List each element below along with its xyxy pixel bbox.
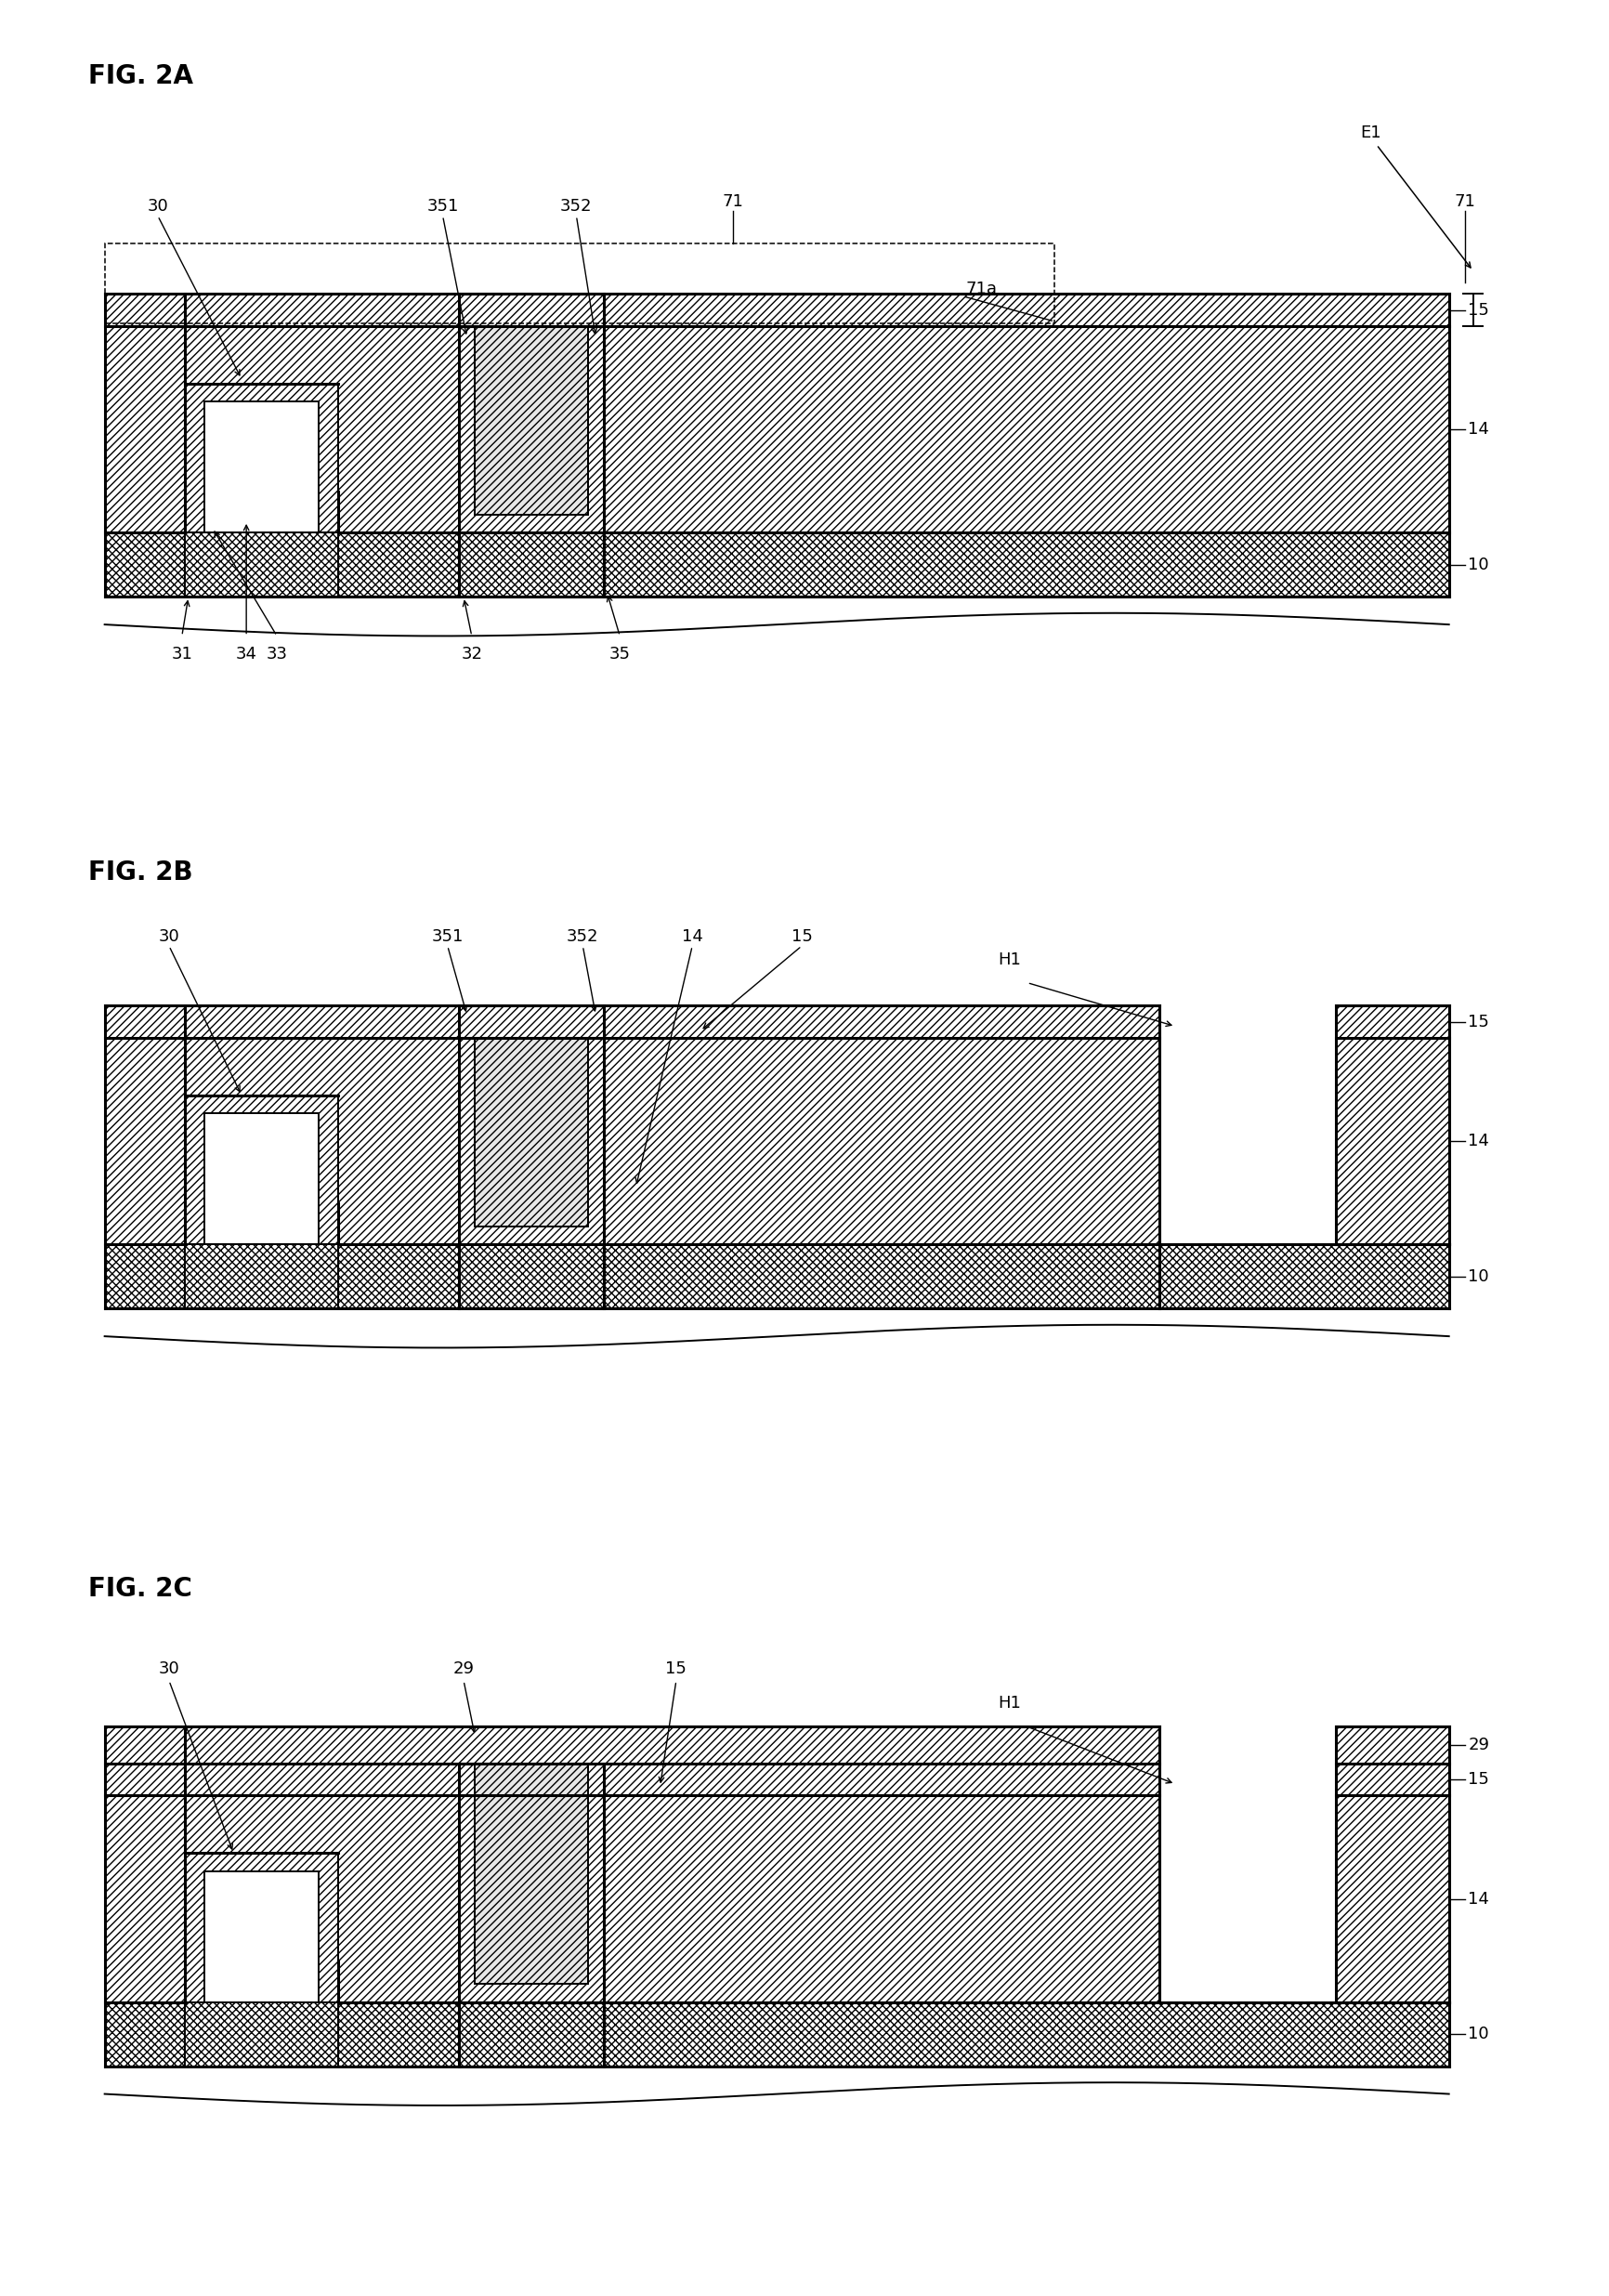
Bar [105,243,1054,324]
Bar [1335,1006,1448,1038]
Text: 15: 15 [1467,1013,1488,1031]
Bar [1335,1795,1448,2002]
Text: 14: 14 [1467,1132,1488,1150]
Bar [459,1244,603,1309]
Bar [204,1871,319,2002]
Text: 15: 15 [1467,1770,1488,1789]
Text: 15: 15 [1467,301,1488,319]
Bar [459,294,603,533]
Text: FIG. 2B: FIG. 2B [88,859,193,886]
Bar [185,383,338,533]
Text: FIG. 2C: FIG. 2C [88,1575,193,1603]
Bar [459,2002,603,2066]
Bar [204,402,319,533]
Bar [459,1763,603,2002]
Text: E1: E1 [1360,124,1381,142]
Bar [185,2002,338,2066]
Text: 15: 15 [665,1660,687,1678]
Text: 30: 30 [158,1660,180,1678]
Text: 14: 14 [1467,1890,1488,1908]
Bar [475,1795,587,1984]
Text: H1: H1 [998,951,1020,969]
Text: 10: 10 [1467,1267,1488,1286]
Text: 71: 71 [1453,193,1475,211]
Text: 30: 30 [158,928,180,946]
Bar [105,1038,1158,1244]
Text: 29: 29 [452,1660,475,1678]
Text: 352: 352 [560,197,592,216]
Text: 30: 30 [146,197,169,216]
Text: 33: 33 [265,645,288,664]
Text: H1: H1 [998,1694,1020,1713]
Bar [105,1244,1158,1309]
Bar [105,2002,1448,2066]
Text: 351: 351 [431,928,463,946]
Bar [459,1006,603,1244]
Text: 29: 29 [1467,1736,1488,1754]
Bar [459,533,603,597]
Text: FIG. 2A: FIG. 2A [88,62,193,90]
Bar [105,294,1448,326]
Bar [1335,1038,1448,1244]
Bar [1335,1763,1448,1795]
Text: 14: 14 [681,928,703,946]
Bar [475,1038,587,1226]
Bar [105,1763,1158,1795]
Bar [105,1006,1158,1038]
Text: 34: 34 [235,645,257,664]
Bar [1158,1244,1448,1309]
Bar [105,1727,1158,1763]
Bar [105,533,1448,597]
Bar [105,1795,1158,2002]
Text: 71a: 71a [965,280,998,298]
Bar [204,1114,319,1244]
Text: 351: 351 [426,197,459,216]
Text: 32: 32 [460,645,483,664]
Bar [475,1763,587,1795]
Bar [185,1853,338,2002]
Text: 10: 10 [1467,2025,1488,2043]
Text: 15: 15 [790,928,813,946]
Bar [185,533,338,597]
Bar [185,1095,338,1244]
Text: 10: 10 [1467,556,1488,574]
Text: 31: 31 [171,645,193,664]
Bar [1335,1727,1448,1763]
Text: 352: 352 [566,928,599,946]
Bar [475,326,587,514]
Text: 14: 14 [1467,420,1488,439]
Bar [185,1244,338,1309]
Bar [105,326,1448,533]
Text: 71: 71 [721,193,743,211]
Text: 35: 35 [608,645,631,664]
